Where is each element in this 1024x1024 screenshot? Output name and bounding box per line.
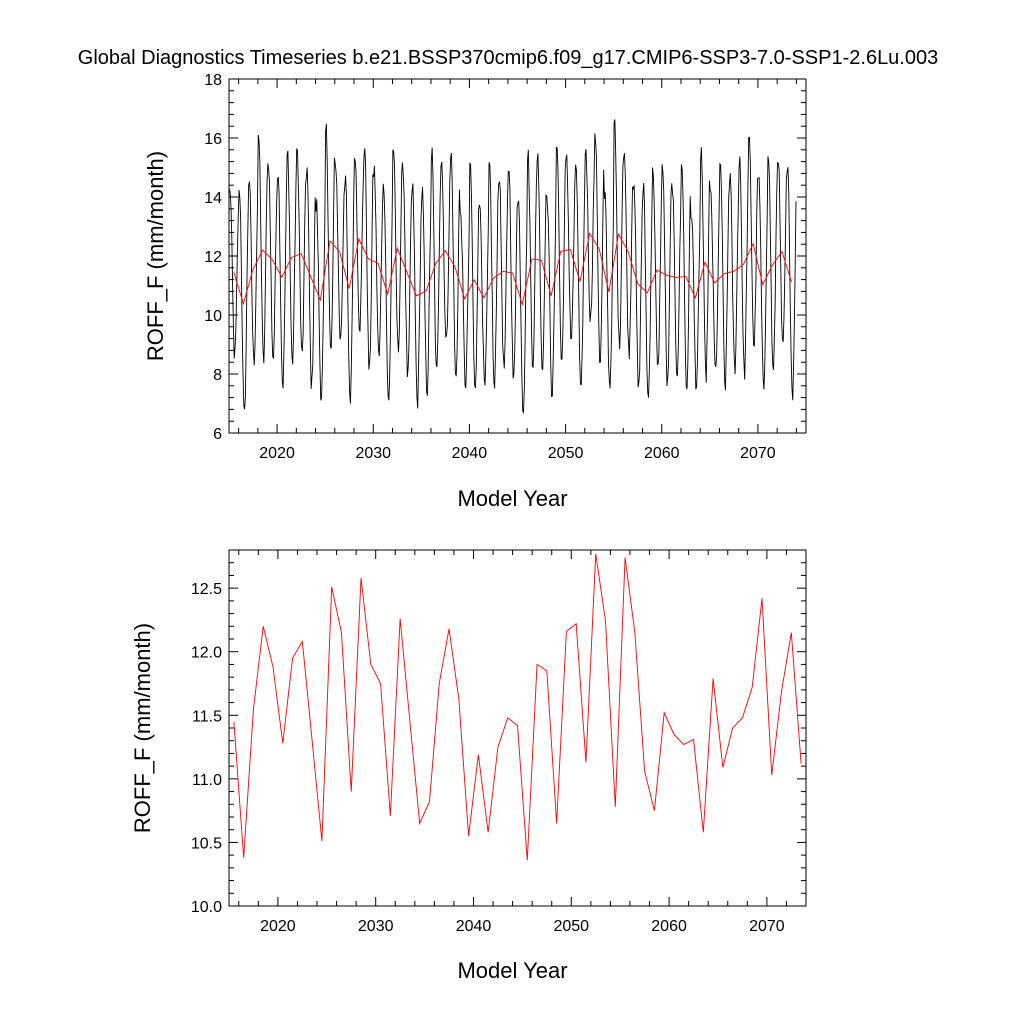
bottom-y-tick-label: 11.5 xyxy=(192,708,222,725)
bottom-y-tick-label: 10.0 xyxy=(191,899,222,916)
top-x-tick-label: 2060 xyxy=(644,445,680,462)
bottom-y-tick-label: 10.5 xyxy=(191,835,222,852)
top-y-tick-label: 10 xyxy=(204,308,222,325)
bottom-x-tick-label: 2060 xyxy=(651,918,687,935)
bottom-series-line-annual xyxy=(233,553,802,861)
bottom-y-axis-label: ROFF_F (mm/month) xyxy=(130,623,155,833)
bottom-x-tick-label: 2030 xyxy=(358,918,394,935)
top-y-tick-label: 12 xyxy=(204,249,222,266)
bottom-x-tick-label: 2040 xyxy=(456,918,492,935)
top-plot-frame xyxy=(228,78,807,434)
top-y-tick-label: 6 xyxy=(213,426,222,443)
top-series-line-annual xyxy=(233,232,792,307)
top-y-axis-label: ROFF_F (mm/month) xyxy=(143,151,168,361)
top-x-tick-label: 2020 xyxy=(259,445,295,462)
bottom-x-tick-label: 2050 xyxy=(553,918,589,935)
top-y-tick-label: 14 xyxy=(204,190,222,207)
top-y-tick-label: 18 xyxy=(204,72,222,89)
bottom-x-tick-label: 2070 xyxy=(749,918,785,935)
bottom-panel: 2020 2030 2040 2050 2060 2070 10.0 10.5 11.0 11.5… xyxy=(130,549,807,983)
bottom-plot-area xyxy=(233,553,802,861)
top-x-axis-label: Model Year xyxy=(457,486,567,511)
top-plot-area xyxy=(229,119,797,414)
bottom-y-tick-label: 12.0 xyxy=(191,645,222,662)
top-x-tick-label: 2040 xyxy=(452,445,488,462)
bottom-y-tick-label: 12.5 xyxy=(191,581,222,598)
bottom-x-axis-label: Model Year xyxy=(457,958,567,983)
bottom-y-tick-label: 11.0 xyxy=(192,772,222,789)
top-y-tick-label: 8 xyxy=(213,367,222,384)
top-x-tick-label: 2050 xyxy=(548,445,584,462)
top-x-tick-label: 2070 xyxy=(740,445,776,462)
top-series-line-monthly xyxy=(229,119,797,414)
figure-title: Global Diagnostics Timeseries b.e21.BSSP… xyxy=(78,47,938,69)
top-panel: 2020 2030 2040 2050 2060 2070 6 8 10 12 14 16 18 Mode… xyxy=(143,72,807,511)
top-x-tick-label: 2030 xyxy=(355,445,391,462)
bottom-x-tick-label: 2020 xyxy=(260,918,296,935)
top-y-tick-label: 16 xyxy=(204,131,222,148)
